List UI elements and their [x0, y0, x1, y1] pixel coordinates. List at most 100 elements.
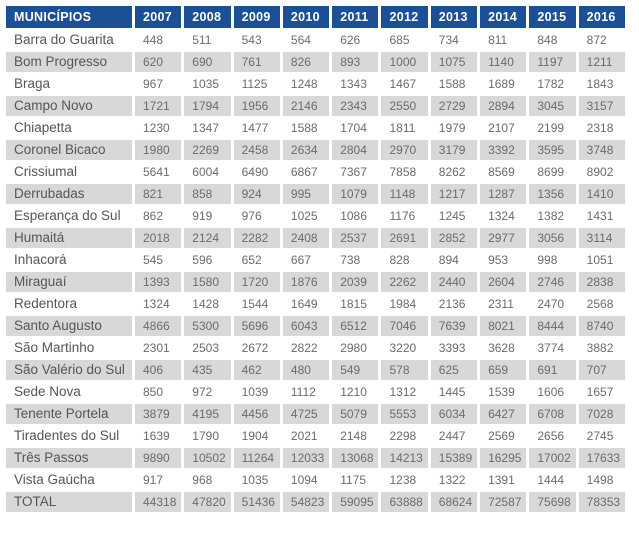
- value-cell: 15389: [430, 448, 478, 468]
- value-cell: 917: [135, 470, 182, 490]
- value-cell: 63888: [381, 492, 428, 512]
- table-body: Barra do Guarita 448 511 543 564 626 685 734 811…: [6, 30, 625, 512]
- header-year: 2016: [578, 6, 625, 28]
- value-cell: 17633: [578, 448, 625, 468]
- header-year: 2011: [332, 6, 379, 28]
- value-cell: 1956: [233, 96, 280, 116]
- value-cell: 78353: [578, 492, 625, 512]
- value-cell: 2729: [430, 96, 478, 116]
- value-cell: 5641: [135, 162, 182, 182]
- value-cell: 10502: [184, 448, 231, 468]
- value-cell: 1843: [578, 74, 625, 94]
- value-cell: 2124: [184, 228, 231, 248]
- value-cell: 1035: [184, 74, 231, 94]
- value-cell: 6034: [430, 404, 478, 424]
- value-cell: 8444: [529, 316, 576, 336]
- value-cell: 17002: [529, 448, 576, 468]
- value-cell: 967: [135, 74, 182, 94]
- value-cell: 2458: [233, 140, 280, 160]
- value-cell: 5079: [332, 404, 379, 424]
- value-cell: 5300: [184, 316, 231, 336]
- municipality-name: Tiradentes do Sul: [6, 426, 132, 446]
- value-cell: 44318: [135, 492, 182, 512]
- value-cell: 3056: [529, 228, 576, 248]
- value-cell: 811: [480, 30, 527, 50]
- table-row: Inhacorá 545 596 652 667 738 828 894 953 998 1051: [6, 250, 625, 270]
- value-cell: 625: [430, 360, 478, 380]
- value-cell: 1606: [529, 382, 576, 402]
- municipality-name: São Valério do Sul: [6, 360, 132, 380]
- value-cell: 1721: [135, 96, 182, 116]
- value-cell: 2318: [578, 118, 625, 138]
- value-cell: 1356: [529, 184, 576, 204]
- municipality-name: Santo Augusto: [6, 316, 132, 336]
- value-cell: 435: [184, 360, 231, 380]
- value-cell: 1039: [233, 382, 280, 402]
- value-cell: 828: [381, 250, 428, 270]
- value-cell: 2107: [480, 118, 527, 138]
- municipality-name: Tenente Portela: [6, 404, 132, 424]
- value-cell: 11264: [233, 448, 280, 468]
- value-cell: 6004: [184, 162, 231, 182]
- value-cell: 3157: [578, 96, 625, 116]
- page: MUNICÍPIOS 2007 2008 2009 2010 2011 2012 2013 2…: [0, 4, 639, 533]
- value-cell: 7046: [381, 316, 428, 336]
- value-cell: 2977: [480, 228, 527, 248]
- value-cell: 7639: [430, 316, 478, 336]
- value-cell: 3595: [529, 140, 576, 160]
- value-cell: 2447: [430, 426, 478, 446]
- value-cell: 1431: [578, 206, 625, 226]
- value-cell: 1689: [480, 74, 527, 94]
- value-cell: 8740: [578, 316, 625, 336]
- value-cell: 3393: [430, 338, 478, 358]
- value-cell: 620: [135, 52, 182, 72]
- value-cell: 6427: [480, 404, 527, 424]
- value-cell: 12033: [282, 448, 330, 468]
- table-row: Sede Nova 850 972 1039 1112 1210 1312 1445 1539 1…: [6, 382, 625, 402]
- value-cell: 7367: [332, 162, 379, 182]
- value-cell: 1704: [332, 118, 379, 138]
- table-row: Vista Gaúcha 917 968 1035 1094 1175 1238 1322 13…: [6, 470, 625, 490]
- municipality-name: Miraguaí: [6, 272, 132, 292]
- value-cell: 549: [332, 360, 379, 380]
- table-header: MUNICÍPIOS 2007 2008 2009 2010 2011 2012 2013 2…: [6, 6, 625, 28]
- municipality-name: Braga: [6, 74, 132, 94]
- value-cell: 1794: [184, 96, 231, 116]
- value-cell: 893: [332, 52, 379, 72]
- municipality-name: Coronel Bicaco: [6, 140, 132, 160]
- value-cell: 1580: [184, 272, 231, 292]
- value-cell: 596: [184, 250, 231, 270]
- municipality-name: Crissiumal: [6, 162, 132, 182]
- value-cell: 1979: [430, 118, 478, 138]
- value-cell: 1322: [430, 470, 478, 490]
- value-cell: 850: [135, 382, 182, 402]
- value-cell: 462: [233, 360, 280, 380]
- value-cell: 543: [233, 30, 280, 50]
- value-cell: 1238: [381, 470, 428, 490]
- value-cell: 72587: [480, 492, 527, 512]
- value-cell: 5553: [381, 404, 428, 424]
- value-cell: 4725: [282, 404, 330, 424]
- value-cell: 2537: [332, 228, 379, 248]
- value-cell: 1112: [282, 382, 330, 402]
- header-year: 2015: [529, 6, 576, 28]
- value-cell: 2894: [480, 96, 527, 116]
- value-cell: 2343: [332, 96, 379, 116]
- value-cell: 848: [529, 30, 576, 50]
- value-cell: 1035: [233, 470, 280, 490]
- value-cell: 1210: [332, 382, 379, 402]
- value-cell: 2503: [184, 338, 231, 358]
- value-cell: 1782: [529, 74, 576, 94]
- value-cell: 1312: [381, 382, 428, 402]
- value-cell: 821: [135, 184, 182, 204]
- table-row: São Martinho 2301 2503 2672 2822 2980 3220 3393…: [6, 338, 625, 358]
- value-cell: 1588: [282, 118, 330, 138]
- value-cell: 1343: [332, 74, 379, 94]
- value-cell: 826: [282, 52, 330, 72]
- municipality-name: Sede Nova: [6, 382, 132, 402]
- value-cell: 3879: [135, 404, 182, 424]
- value-cell: 1140: [480, 52, 527, 72]
- value-cell: 1391: [480, 470, 527, 490]
- value-cell: 2838: [578, 272, 625, 292]
- value-cell: 1125: [233, 74, 280, 94]
